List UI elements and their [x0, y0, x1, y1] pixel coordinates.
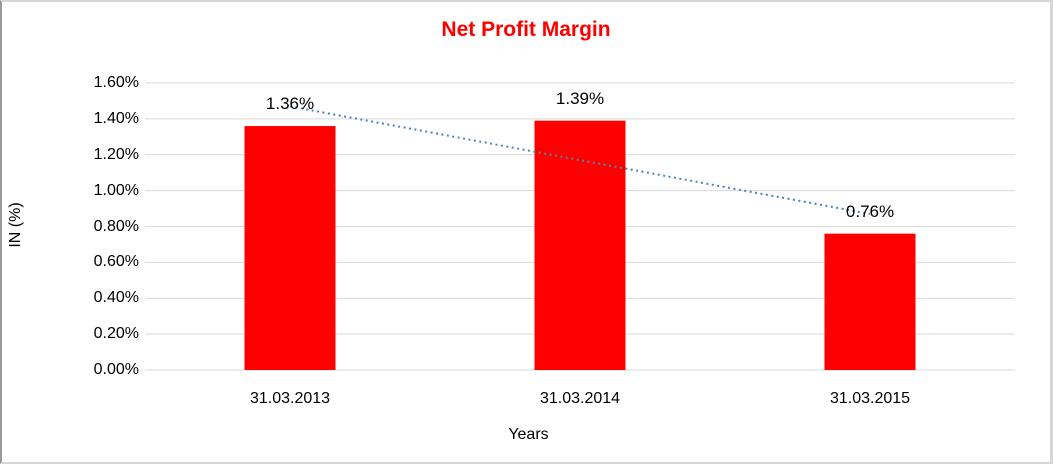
y-tick-label: 0.40%	[93, 289, 139, 307]
bar-31.03.2013	[244, 126, 336, 370]
y-tick-label: 0.60%	[93, 253, 139, 271]
y-tick-label: 1.00%	[93, 181, 139, 199]
y-tick-label: 1.60%	[93, 74, 139, 91]
bar-data-label: 0.76%	[845, 201, 895, 221]
chart-title: Net Profit Margin	[441, 18, 611, 41]
x-axis-title: Years	[508, 426, 549, 443]
y-tick-label: 1.20%	[93, 145, 139, 163]
y-tick-label: 0.20%	[93, 325, 139, 343]
y-tick-label: 0.80%	[93, 217, 139, 235]
x-category-label: 31.03.2015	[829, 390, 911, 407]
bar-data-label: 1.36%	[265, 94, 315, 114]
bar-31.03.2015	[824, 233, 916, 370]
y-tick-label: 0.00%	[93, 361, 139, 378]
x-category-label: 31.03.2014	[539, 390, 621, 407]
x-category-label: 31.03.2013	[249, 390, 331, 407]
bar-31.03.2014	[534, 120, 626, 370]
y-tick-label: 1.40%	[93, 109, 139, 127]
bar-data-label: 1.39%	[555, 88, 605, 108]
